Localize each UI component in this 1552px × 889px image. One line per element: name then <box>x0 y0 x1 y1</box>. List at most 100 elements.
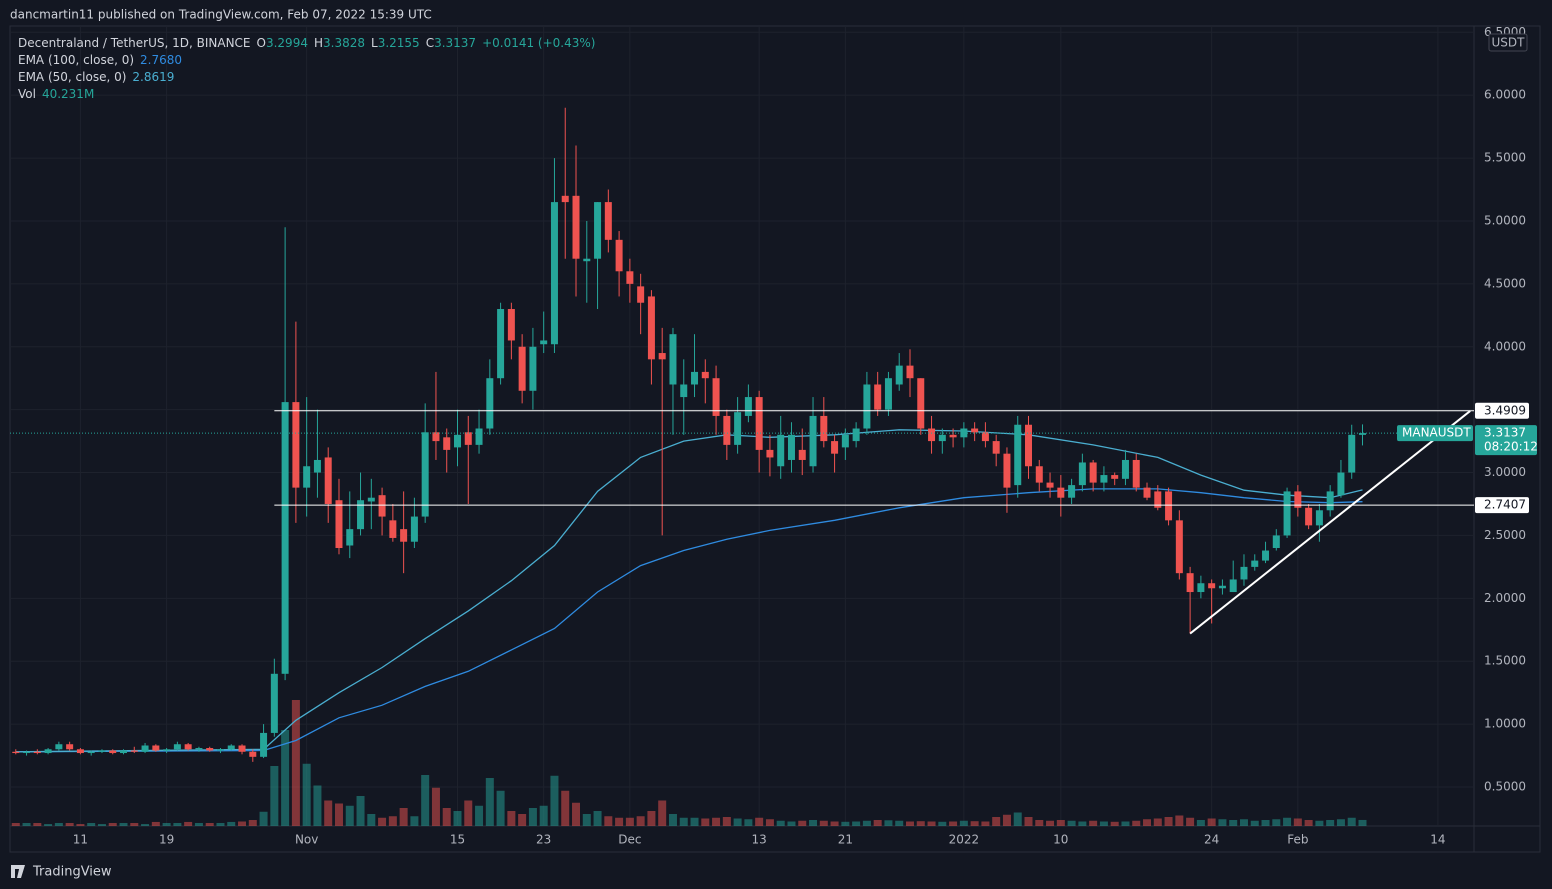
volume-bar <box>1046 820 1055 826</box>
volume-bar <box>367 814 376 826</box>
candle-body <box>981 432 989 442</box>
volume-bar <box>927 821 936 826</box>
volume-bar <box>518 814 527 826</box>
volume-bar <box>464 800 473 826</box>
y-tick-label: 3.0000 <box>1484 465 1526 479</box>
candle-body <box>389 520 397 538</box>
volume-bar <box>798 820 807 826</box>
candle-body <box>195 748 203 750</box>
candle-body <box>992 441 1000 454</box>
volume-bar <box>959 820 968 826</box>
volume-bar <box>421 775 430 826</box>
volume-bar <box>572 802 581 826</box>
candle-body <box>1272 535 1280 549</box>
candle-body <box>529 346 537 391</box>
candle-body <box>292 402 300 488</box>
l-value: 3.2155 <box>378 36 420 50</box>
volume-bar <box>1121 821 1130 826</box>
y-tick-label: 2.0000 <box>1484 591 1526 605</box>
candle-body <box>594 202 602 259</box>
volume-bar <box>938 821 947 826</box>
trend-line <box>1189 410 1471 635</box>
countdown: 08:20:12 <box>1484 440 1538 454</box>
candle-body <box>303 466 311 488</box>
candle-body <box>1175 520 1183 574</box>
candle-body <box>820 415 828 442</box>
volume-bar <box>173 823 182 826</box>
volume-bar <box>248 820 257 826</box>
volume-bar <box>1293 818 1302 826</box>
candle-body <box>206 748 214 751</box>
volume-bar <box>561 790 570 826</box>
volume-bar <box>690 817 699 826</box>
candle-body <box>518 346 526 391</box>
l-key: L <box>371 36 378 50</box>
price-tag-label: 2.7407 <box>1484 498 1526 512</box>
candle-body <box>152 745 160 751</box>
candle-body <box>691 371 699 385</box>
candle-body <box>475 428 483 445</box>
candle-body <box>1154 491 1162 508</box>
candle-body <box>497 309 505 379</box>
legend-ema100: EMA (100, close, 0) 2.7680 <box>18 53 182 67</box>
candle-body <box>852 428 860 442</box>
change: +0.0141 (+0.43%) <box>482 36 595 50</box>
volume-bar <box>1002 814 1011 826</box>
volume-bar <box>281 730 290 826</box>
candle-body <box>734 412 742 445</box>
candle-body <box>1089 462 1097 483</box>
volume-bar <box>905 821 914 826</box>
candle-body <box>141 745 149 752</box>
volume-bar <box>291 700 300 826</box>
volume-bar <box>453 811 462 826</box>
candle-body <box>1025 424 1033 467</box>
candle-body <box>1046 482 1054 488</box>
x-tick-label: Dec <box>618 833 641 847</box>
volume-bar <box>1239 819 1248 826</box>
candle-body <box>507 309 515 341</box>
candle-body <box>1208 583 1216 589</box>
currency-box <box>1488 33 1528 52</box>
volume-bar <box>33 823 42 826</box>
ema-value: 2.8619 <box>132 70 174 84</box>
volume-bar <box>334 803 343 826</box>
candle-body <box>550 202 558 345</box>
y-tick-label: 1.5000 <box>1484 654 1526 668</box>
candle-body <box>33 751 41 754</box>
candle-body <box>1165 491 1173 521</box>
x-tick-label: 11 <box>73 833 88 847</box>
candle-body <box>432 432 440 442</box>
volume-bar <box>431 787 440 826</box>
candle-body <box>1305 507 1313 526</box>
candle-body <box>410 516 418 542</box>
price-tag-label: 3.4909 <box>1484 403 1526 417</box>
candle-body <box>163 749 171 751</box>
volume-bar <box>744 819 753 826</box>
candle-body <box>421 432 429 517</box>
volume-bar <box>636 816 645 826</box>
volume-bar <box>582 814 591 826</box>
volume-bar <box>1078 821 1087 826</box>
candle-body <box>66 744 74 750</box>
candle-body <box>755 397 763 450</box>
candle-body <box>1358 433 1366 435</box>
candle-body <box>98 750 106 752</box>
candle-body <box>324 457 332 504</box>
candle-body <box>744 397 752 416</box>
candle-body <box>1186 573 1194 593</box>
last-price-tag <box>1475 425 1537 456</box>
candle-body <box>884 378 892 410</box>
candle-body <box>701 371 709 379</box>
candle-body <box>680 384 688 398</box>
axes: 0.50001.00001.50002.00002.50003.00003.50… <box>73 25 1538 847</box>
volume-bar <box>11 823 20 826</box>
volume-bar <box>442 808 451 826</box>
candle-body <box>1100 475 1108 483</box>
candle-body <box>1229 579 1237 593</box>
x-tick-label: 10 <box>1053 833 1068 847</box>
candle-body <box>1078 462 1086 486</box>
brand: TradingView <box>32 865 112 880</box>
volume-bar <box>916 821 925 826</box>
volume-bar <box>862 820 871 826</box>
